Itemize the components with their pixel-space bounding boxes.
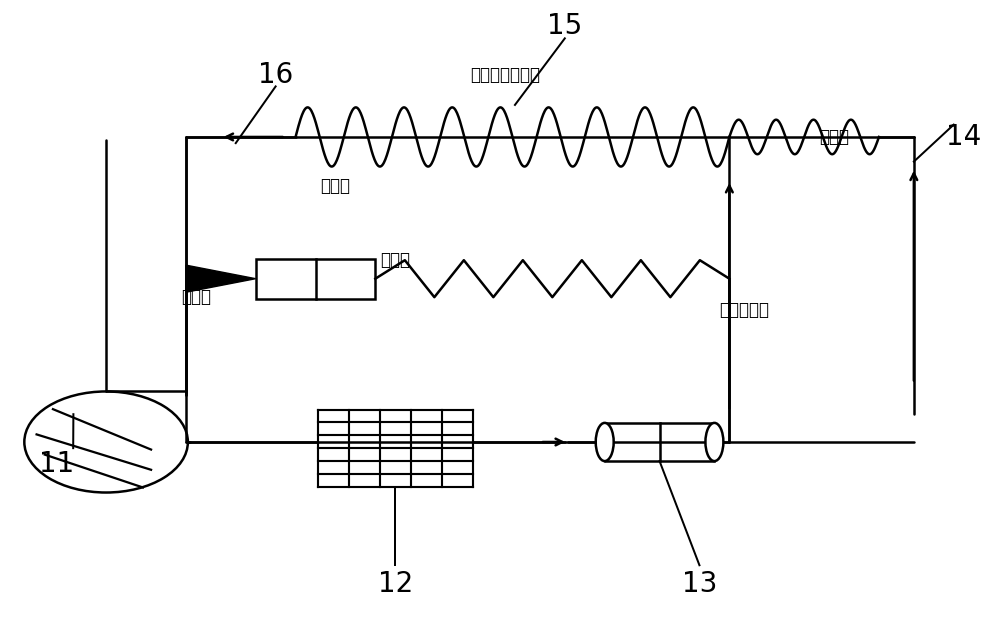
Text: 电磁阀: 电磁阀 xyxy=(320,177,350,195)
Text: 压缩机: 压缩机 xyxy=(181,288,211,306)
Bar xyxy=(605,423,714,461)
Text: 干燥过滤器: 干燥过滤器 xyxy=(719,300,769,319)
Text: 16: 16 xyxy=(258,61,293,89)
Text: 14: 14 xyxy=(946,123,981,151)
Polygon shape xyxy=(186,265,256,292)
Ellipse shape xyxy=(596,423,614,461)
Text: 12: 12 xyxy=(378,569,413,598)
Text: 13: 13 xyxy=(682,569,717,598)
Bar xyxy=(256,259,375,299)
Text: 毛细管: 毛细管 xyxy=(819,128,849,146)
Text: 11: 11 xyxy=(39,449,74,477)
Text: 15: 15 xyxy=(547,12,582,40)
Ellipse shape xyxy=(705,423,723,461)
Text: 冷阱盘管蜆发器: 冷阱盘管蜆发器 xyxy=(470,66,540,84)
Text: 冷凝器: 冷凝器 xyxy=(380,251,410,269)
